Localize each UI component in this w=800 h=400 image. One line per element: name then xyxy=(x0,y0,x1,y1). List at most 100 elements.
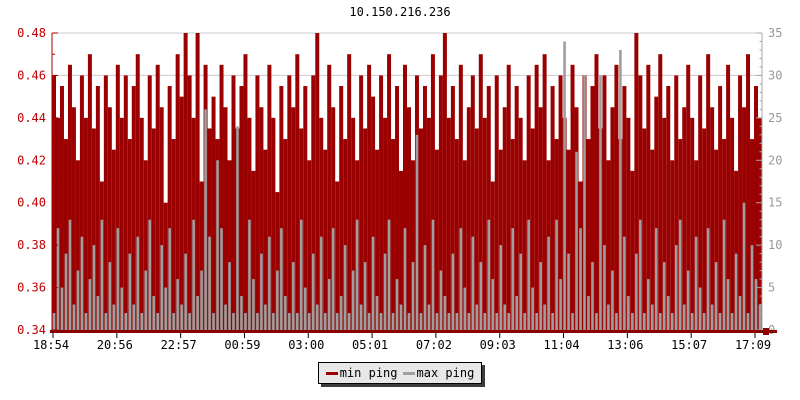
max-ping-bar xyxy=(268,236,271,330)
max-ping-bar xyxy=(559,279,562,330)
min-ping-bar xyxy=(167,86,172,330)
min-ping-bar xyxy=(359,75,364,331)
max-ping-bar xyxy=(583,75,586,331)
min-ping-bar xyxy=(107,107,112,330)
max-ping-bar xyxy=(68,219,72,330)
min-ping-bar xyxy=(75,160,80,330)
min-ping-bar xyxy=(227,160,232,330)
max-ping-bar xyxy=(196,296,199,330)
left-axis-tick-label: 0.38 xyxy=(17,238,46,252)
max-ping-bar xyxy=(674,245,678,330)
max-ping-bar xyxy=(176,279,179,330)
max-ping-bar xyxy=(714,262,718,330)
x-axis-tick-label: 17:09 xyxy=(735,338,771,352)
min-ping-bar xyxy=(139,117,144,330)
max-ping-bar xyxy=(487,219,491,330)
max-ping-bar xyxy=(272,313,275,330)
min-ping-bar xyxy=(666,86,671,330)
max-ping-bar xyxy=(706,228,710,330)
right-axis-tick-label: 30 xyxy=(768,68,782,82)
max-ping-bar xyxy=(746,313,750,330)
max-ping-bar xyxy=(591,262,594,330)
max-ping-bar xyxy=(204,109,207,331)
max-ping-bar xyxy=(128,253,132,330)
max-ping-color-swatch xyxy=(402,371,415,375)
x-axis-tick-label: 03:00 xyxy=(288,338,324,352)
max-ping-bar xyxy=(551,313,554,330)
min-ping-bar xyxy=(259,107,264,330)
right-axis-tick-label: 15 xyxy=(768,196,782,210)
max-ping-bar xyxy=(647,279,650,330)
min-ping-bar xyxy=(183,33,188,330)
max-ping-bar xyxy=(451,253,455,330)
right-axis-tick-label: 20 xyxy=(768,153,782,167)
min-ping-bar xyxy=(498,149,503,330)
max-ping-bar xyxy=(467,313,471,330)
min-ping-bar xyxy=(243,54,248,331)
min-ping-bar xyxy=(287,75,292,331)
max-ping-bar xyxy=(371,236,375,330)
max-ping-bar xyxy=(499,245,503,330)
max-ping-bar xyxy=(754,279,758,330)
min-ping-bar xyxy=(622,86,627,330)
max-ping-bar xyxy=(188,313,191,330)
max-ping-bar xyxy=(148,219,152,330)
min-ping-bar xyxy=(207,128,212,330)
max-ping-bar xyxy=(686,270,690,330)
min-ping-bar xyxy=(291,107,296,330)
min-ping-bar xyxy=(462,160,467,330)
max-ping-bar xyxy=(730,313,734,330)
max-ping-bar xyxy=(168,228,171,330)
max-ping-bar xyxy=(651,304,654,330)
max-ping-bar xyxy=(292,262,295,330)
min-ping-bar xyxy=(251,170,256,330)
min-ping-bar xyxy=(630,170,635,330)
max-ping-bar xyxy=(303,287,307,330)
min-ping-bar xyxy=(271,117,276,330)
max-ping-bar xyxy=(419,313,423,330)
min-ping-bar xyxy=(482,117,487,330)
min-ping-bar xyxy=(195,33,200,330)
min-ping-bar xyxy=(111,149,116,330)
max-ping-bar xyxy=(228,262,231,330)
min-ping-bar xyxy=(726,64,731,330)
min-ping-bar xyxy=(494,75,499,331)
max-ping-bar xyxy=(603,245,606,330)
min-ping-bar xyxy=(351,117,356,330)
max-ping-bar xyxy=(690,313,694,330)
max-ping-bar xyxy=(136,236,140,330)
max-ping-bar xyxy=(212,313,215,330)
max-ping-bar xyxy=(635,253,638,330)
min-ping-bar xyxy=(706,54,711,331)
min-ping-bar xyxy=(502,107,507,330)
min-ping-bar xyxy=(383,117,388,330)
min-ping-bar xyxy=(642,128,647,330)
min-ping-bar xyxy=(327,64,332,330)
max-ping-bar xyxy=(347,313,351,330)
max-ping-bar xyxy=(639,219,642,330)
legend: min ping max ping xyxy=(318,362,482,384)
min-ping-bar xyxy=(530,128,535,330)
min-ping-bar xyxy=(83,117,88,330)
max-ping-bar xyxy=(702,313,706,330)
max-ping-bar xyxy=(678,219,682,330)
min-ping-bar xyxy=(550,86,555,330)
max-ping-bar xyxy=(248,219,251,330)
max-ping-bar xyxy=(236,126,239,330)
min-ping-bar xyxy=(103,75,108,331)
max-ping-bar xyxy=(100,219,104,330)
max-ping-bar xyxy=(184,253,187,330)
min-ping-bar xyxy=(335,181,340,330)
max-ping-bar xyxy=(615,313,618,330)
max-ping-bar xyxy=(531,287,534,330)
max-ping-bar xyxy=(339,296,343,330)
legend-label-max-ping: max ping xyxy=(416,366,475,380)
min-ping-bar xyxy=(255,75,260,331)
min-ping-bar xyxy=(538,107,543,330)
max-ping-bar xyxy=(666,296,670,330)
max-ping-bar xyxy=(335,313,339,330)
max-ping-bar xyxy=(323,313,327,330)
min-ping-bar xyxy=(594,54,599,331)
chart-title: 10.150.216.236 xyxy=(349,5,451,19)
